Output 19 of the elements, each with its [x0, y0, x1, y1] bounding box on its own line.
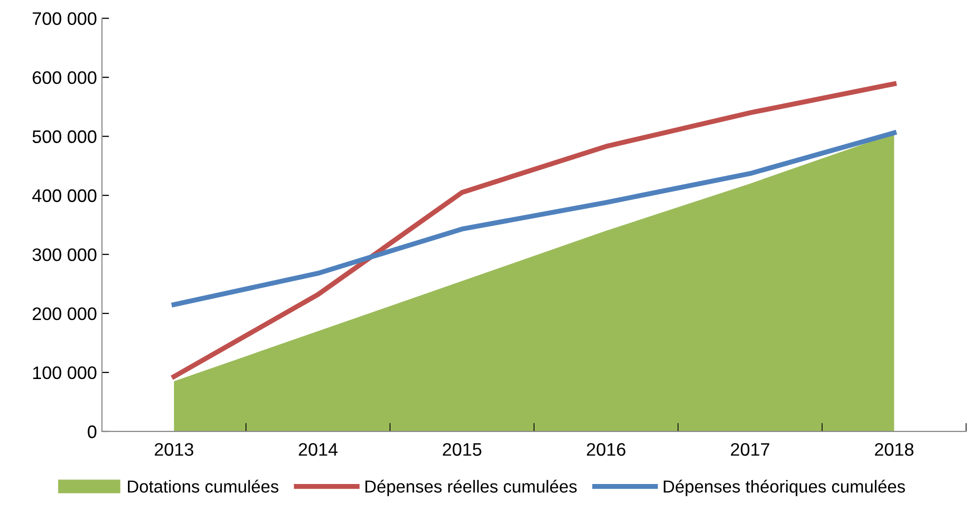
legend-label: Dépenses réelles cumulées: [365, 480, 577, 496]
y-tick-label: 300 000: [32, 248, 96, 262]
x-tick-label: 2017: [730, 443, 770, 456]
y-tick-label: 100 000: [33, 366, 96, 380]
legend-label: Dépenses théoriques cumulées: [664, 480, 905, 496]
legend-label: Dotations cumulées: [128, 480, 278, 493]
y-tick-label: 500 000: [32, 130, 96, 144]
x-tick-label: 2014: [298, 443, 338, 456]
y-tick-label: 400 000: [32, 189, 96, 202]
y-tick-label: 600 000: [32, 71, 96, 84]
x-tick-label: 2016: [586, 443, 626, 456]
line-series: [172, 81, 897, 380]
line-series: [172, 130, 897, 308]
y-tick-label: 700 000: [32, 12, 96, 26]
y-tick-label: 0: [88, 425, 96, 438]
x-tick-label: 2018: [874, 443, 914, 456]
y-tick-label: 200 000: [32, 307, 96, 320]
x-tick-label: 2015: [442, 443, 482, 456]
x-tick-label: 2013: [154, 443, 194, 456]
